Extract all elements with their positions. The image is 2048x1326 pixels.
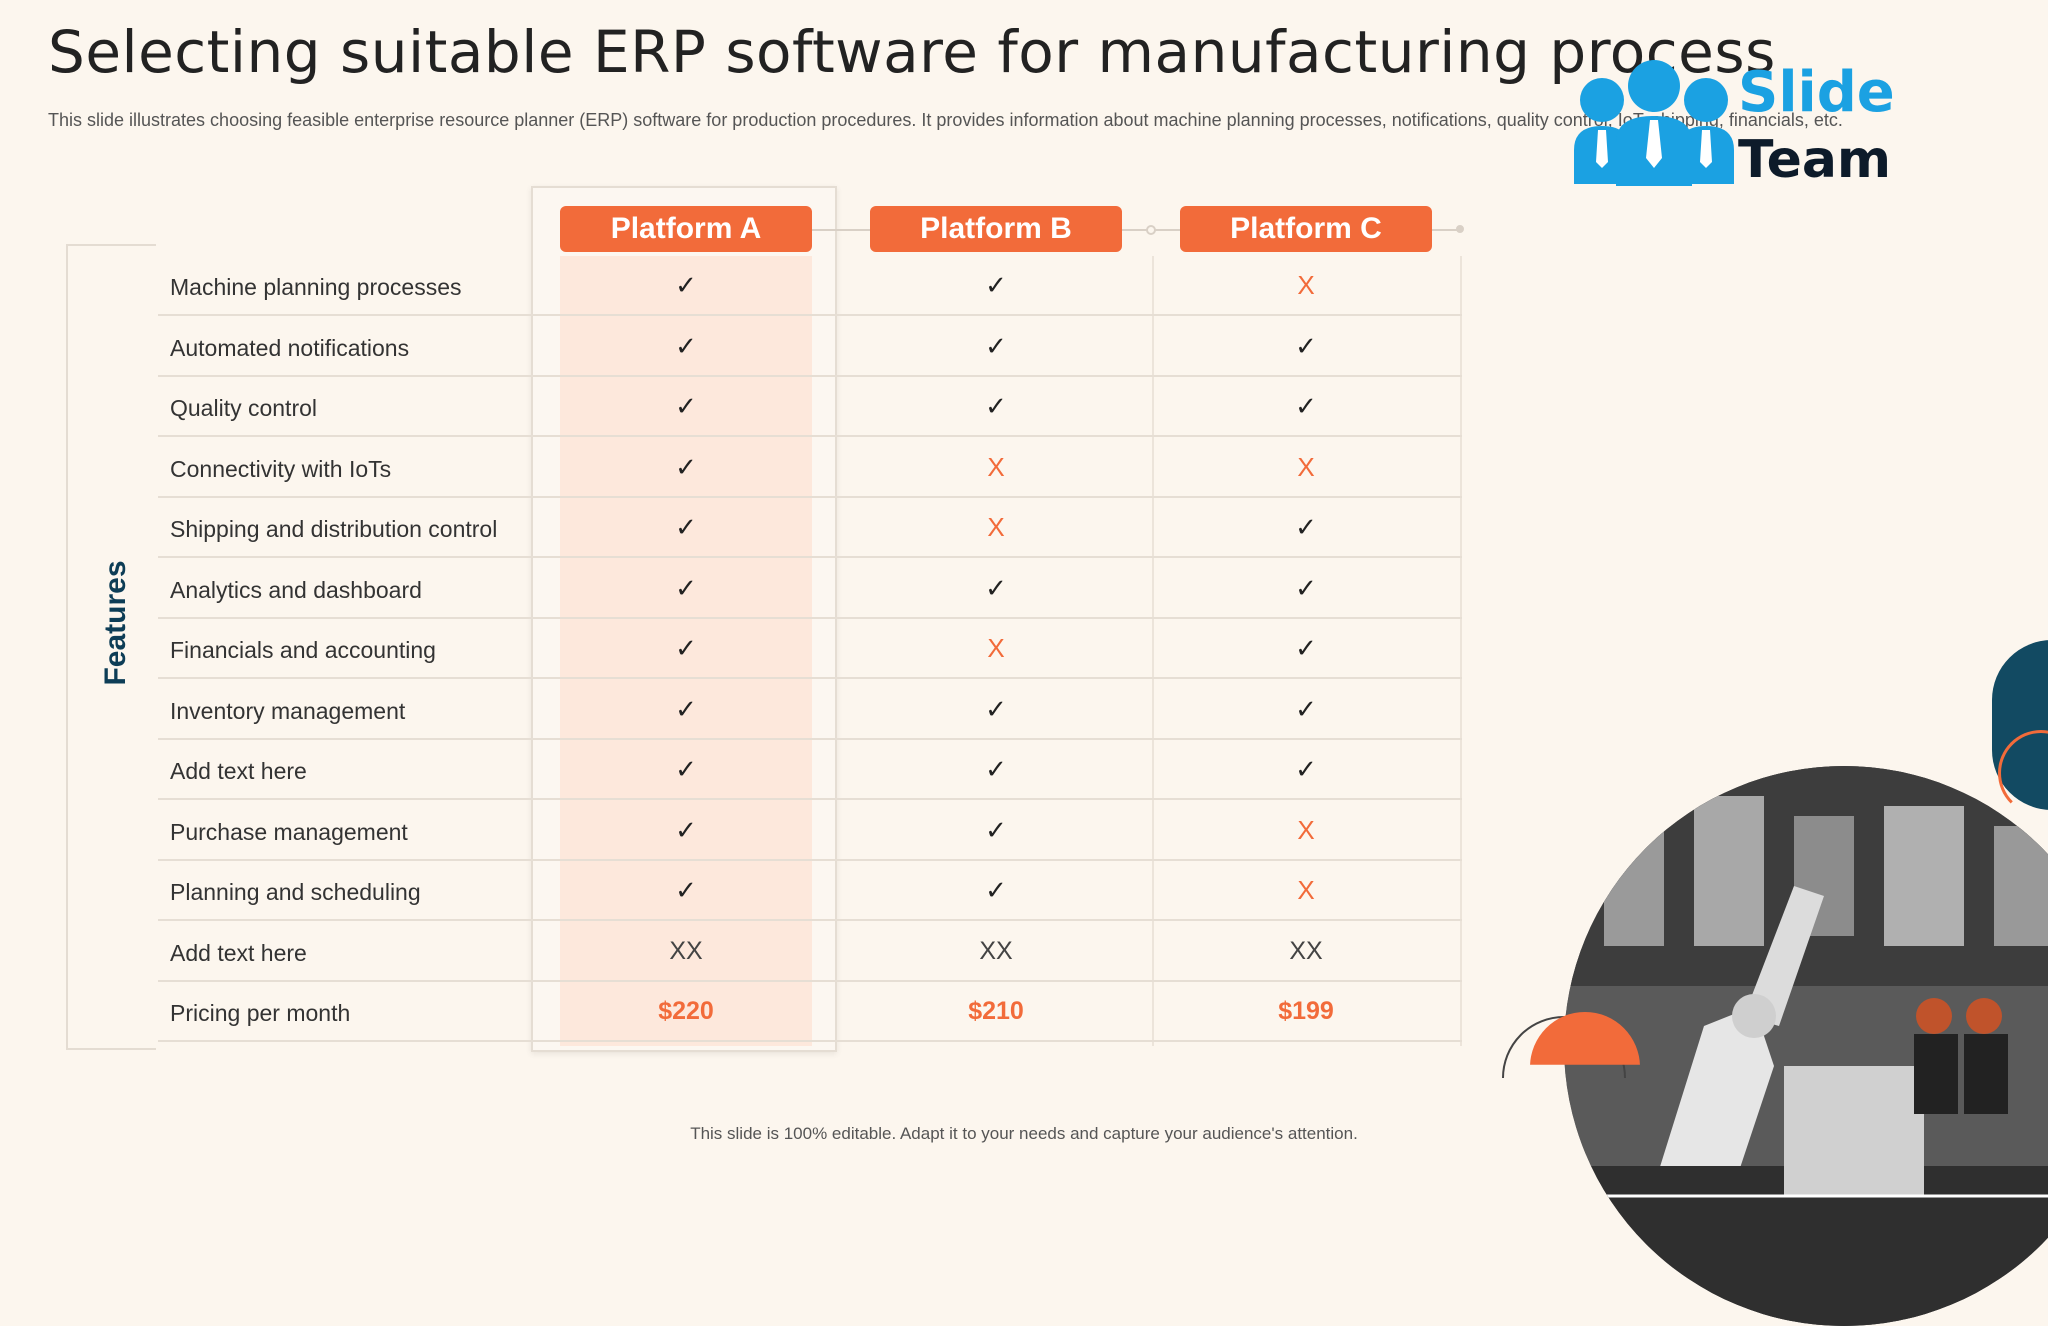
price-value: $199 (1278, 997, 1334, 1025)
feature-label: Pricing per month (170, 1000, 351, 1026)
slide-footer-note: This slide is 100% editable. Adapt it to… (690, 1124, 1358, 1143)
price-value: $210 (968, 997, 1024, 1025)
factory-illustration (1564, 766, 2048, 1326)
logo-text-slide: Slide (1738, 60, 1895, 125)
cross-icon: X (1297, 814, 1315, 845)
checkmark-icon: ✓ (985, 693, 1007, 724)
platform-b-header: Platform B (870, 206, 1122, 252)
checkmark-icon: ✓ (1295, 572, 1317, 603)
cross-icon: X (1297, 451, 1315, 482)
checkmark-icon: ✓ (675, 814, 697, 845)
team-people-icon (1574, 60, 1734, 186)
checkmark-icon: ✓ (675, 572, 697, 603)
table-row: Planning and scheduling ✓ ✓ X (158, 861, 1462, 921)
placeholder-value: XX (1289, 936, 1323, 965)
feature-label: Purchase management (170, 818, 408, 845)
column-divider (1152, 256, 1154, 1046)
checkmark-icon: ✓ (675, 512, 697, 542)
table-row: Inventory management ✓ ✓ ✓ (158, 680, 1462, 740)
checkmark-icon: ✓ (675, 270, 697, 300)
cross-icon: X (1297, 875, 1315, 905)
table-row: Machine planning processes ✓ ✓ X (158, 256, 1462, 316)
table-row: Automated notifications ✓ ✓ ✓ (158, 317, 1462, 377)
table-row: Quality control ✓ ✓ ✓ (158, 377, 1462, 437)
checkmark-icon: ✓ (675, 633, 697, 663)
checkmark-icon: ✓ (1295, 693, 1317, 724)
cross-icon: X (1297, 270, 1315, 300)
platform-a-header: Platform A (560, 206, 812, 252)
checkmark-icon: ✓ (1295, 512, 1317, 542)
checkmark-icon: ✓ (985, 814, 1007, 845)
feature-label: Machine planning processes (170, 274, 462, 300)
placeholder-value: XX (979, 936, 1013, 965)
checkmark-icon: ✓ (1295, 391, 1317, 421)
checkmark-icon: ✓ (985, 875, 1007, 905)
feature-label: Shipping and distribution control (170, 516, 498, 542)
logo-text-team: Team (1738, 130, 1892, 190)
table-row: Add text here XX XX XX (158, 922, 1462, 982)
feature-label: Connectivity with IoTs (170, 455, 392, 482)
table-row: Add text here ✓ ✓ ✓ (158, 740, 1462, 800)
table-row: Shipping and distribution control ✓ X ✓ (158, 498, 1462, 558)
features-label: Features (99, 560, 132, 686)
checkmark-icon: ✓ (985, 572, 1007, 603)
price-value: $220 (658, 997, 714, 1025)
checkmark-icon: ✓ (985, 391, 1007, 421)
table-row: Pricing per month $220 $210 $199 (158, 982, 1462, 1042)
connector-dot (1456, 225, 1464, 233)
feature-label: Automated notifications (170, 334, 410, 361)
cross-icon: X (987, 633, 1005, 663)
feature-label: Planning and scheduling (170, 879, 421, 905)
features-sidebar: Features (66, 244, 156, 1050)
feature-label: Add text here (170, 758, 307, 784)
checkmark-icon: ✓ (985, 270, 1007, 300)
checkmark-icon: ✓ (985, 754, 1007, 784)
feature-label: Add text here (170, 939, 307, 966)
cross-icon: X (987, 451, 1005, 482)
feature-label: Inventory management (170, 697, 406, 724)
placeholder-value: XX (669, 936, 703, 965)
slide-title: Selecting suitable ERP software for manu… (48, 18, 1776, 86)
platform-a-highlight-fill (560, 256, 812, 1046)
header-connector (1432, 229, 1462, 231)
checkmark-icon: ✓ (1295, 633, 1317, 663)
checkmark-icon: ✓ (675, 451, 697, 482)
table-row: Analytics and dashboard ✓ ✓ ✓ (158, 559, 1462, 619)
platform-c-header: Platform C (1180, 206, 1432, 252)
table-row: Financials and accounting ✓ X ✓ (158, 619, 1462, 679)
connector-dot (1146, 225, 1156, 235)
feature-label: Analytics and dashboard (170, 576, 422, 603)
checkmark-icon: ✓ (675, 875, 697, 905)
cross-icon: X (987, 512, 1005, 542)
checkmark-icon: ✓ (985, 330, 1007, 361)
checkmark-icon: ✓ (675, 330, 697, 361)
feature-label: Quality control (170, 395, 318, 421)
factory-robot-photo (1564, 766, 2048, 1326)
slide-subtitle: This slide illustrates choosing feasible… (48, 110, 1843, 130)
feature-label: Financials and accounting (170, 637, 436, 663)
checkmark-icon: ✓ (675, 391, 697, 421)
slideteam-logo: Slide Team (1570, 58, 1895, 190)
header-connector (812, 229, 870, 231)
column-divider (1460, 256, 1462, 1046)
table-row: Connectivity with IoTs ✓ X X (158, 438, 1462, 498)
checkmark-icon: ✓ (1295, 330, 1317, 361)
checkmark-icon: ✓ (675, 693, 697, 724)
table-row: Purchase management ✓ ✓ X (158, 801, 1462, 861)
checkmark-icon: ✓ (675, 754, 697, 784)
checkmark-icon: ✓ (1295, 754, 1317, 784)
